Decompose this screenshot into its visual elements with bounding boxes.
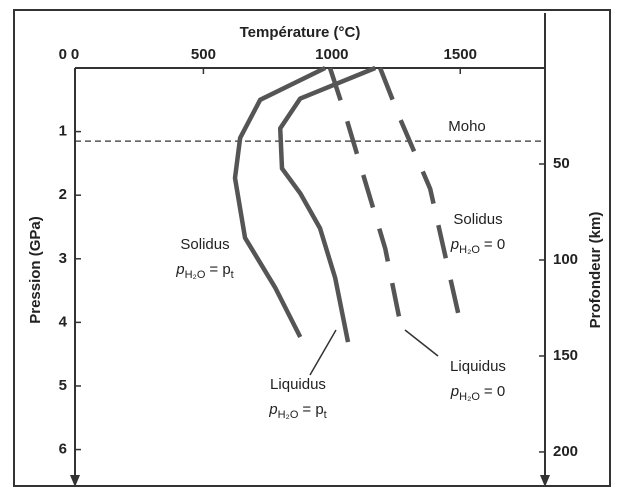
curve-condition: pH₂O = pt (175, 261, 233, 281)
y-tick-label: 1 (59, 123, 67, 140)
curve (327, 67, 403, 323)
condition-rhs-sub: t (231, 269, 234, 281)
x-tick-label: 1500 (444, 46, 477, 63)
condition-lhs: p (175, 261, 184, 278)
curve (232, 65, 327, 339)
condition-rhs: = p (209, 261, 230, 278)
condition-lhs-sub: H₂O (459, 391, 480, 403)
leader-line (309, 329, 337, 376)
condition-lhs-sub: H₂O (278, 409, 299, 421)
curve-condition: pH₂O = pt (268, 401, 326, 421)
condition-rhs: = p (302, 401, 323, 418)
condition-rhs: = 0 (484, 383, 505, 400)
x-tick-label: 0 (71, 46, 79, 63)
curve-condition: pH₂O = 0 (450, 383, 505, 403)
condition-rhs: = 0 (484, 236, 505, 253)
curve-condition: pH₂O = 0 (450, 236, 505, 256)
curve (277, 65, 377, 343)
x-tick-label: 1000 (315, 46, 348, 63)
curve-label: Solidus (453, 211, 502, 228)
frame (13, 9, 611, 487)
y-tick-label: 6 (59, 441, 67, 458)
y-tick-label: 4 (59, 313, 68, 330)
condition-lhs: p (450, 383, 459, 400)
y2-tick-label: 50 (553, 155, 570, 172)
axis-arrow (70, 475, 80, 487)
y-tick-label: 5 (59, 377, 67, 394)
y-tick-label: 0 (59, 46, 67, 63)
moho-label: Moho (448, 118, 486, 135)
y2-tick-label: 150 (553, 347, 578, 364)
leader-line (404, 329, 439, 357)
x-tick-label: 500 (191, 46, 216, 63)
x-axis-label: Température (°C) (240, 24, 361, 41)
y-tick-label: 3 (59, 250, 67, 267)
curve (378, 67, 463, 323)
y-axis-label: Pression (GPa) (27, 216, 44, 324)
condition-lhs: p (268, 401, 277, 418)
y2-axis-label: Profondeur (km) (587, 212, 604, 329)
curve-label: Liquidus (450, 358, 506, 375)
condition-lhs-sub: H₂O (185, 269, 206, 281)
condition-lhs-sub: H₂O (459, 244, 480, 256)
y-tick-label: 2 (59, 186, 67, 203)
axis-arrow (540, 475, 550, 487)
curve-label: Liquidus (270, 376, 326, 393)
y2-tick-label: 100 (553, 251, 578, 268)
y2-tick-label: 200 (553, 443, 578, 460)
condition-rhs-sub: t (324, 409, 327, 421)
curve-label: Solidus (180, 236, 229, 253)
condition-lhs: p (450, 236, 459, 253)
